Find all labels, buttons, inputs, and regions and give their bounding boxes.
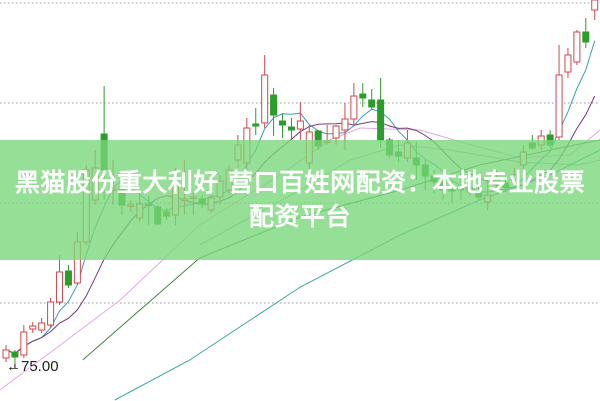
- candle-body: [359, 93, 367, 99]
- candle-body: [270, 94, 278, 116]
- candle-body: [332, 125, 340, 139]
- candle-body: [341, 118, 349, 131]
- arrow-left-icon: ←: [6, 358, 21, 375]
- candle-body: [38, 322, 46, 331]
- candle-body: [591, 0, 599, 11]
- candle-body: [555, 74, 563, 138]
- candle-body: [29, 325, 37, 330]
- candle-body: [56, 271, 64, 303]
- candle-body: [20, 331, 28, 356]
- candle-body: [64, 270, 72, 286]
- candle-body: [377, 99, 385, 141]
- low-price-label: ←75.00: [6, 358, 59, 375]
- candle-body: [368, 99, 376, 108]
- title-banner: 黑猫股份重大利好 营口百姓网配资：本地专业股票配资平台: [0, 140, 600, 260]
- candle-body: [296, 120, 304, 130]
- candle-body: [252, 123, 260, 127]
- candle-body: [573, 31, 581, 63]
- candle-body: [279, 120, 287, 126]
- candle-body: [287, 126, 295, 131]
- banner-title: 黑猫股份重大利好 营口百姓网配资：本地专业股票配资平台: [14, 168, 586, 231]
- candle-body: [11, 351, 19, 358]
- candle-body: [47, 301, 55, 326]
- candle-body: [582, 31, 590, 43]
- candle-body: [350, 95, 358, 120]
- candle-body: [564, 54, 572, 73]
- candle-body: [261, 74, 269, 124]
- candle-body: [2, 349, 10, 359]
